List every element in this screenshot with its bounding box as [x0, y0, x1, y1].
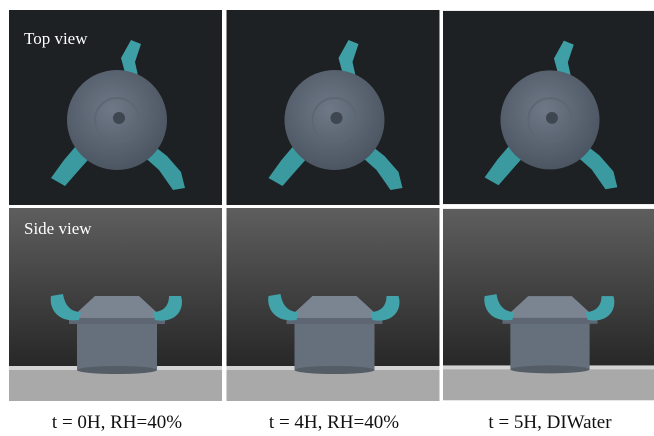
figure: Top view Side view t = 0H, RH=40% t = 4H… [0, 0, 654, 436]
photo [227, 208, 440, 401]
photo [443, 11, 654, 204]
caption: t = 5H, DIWater [488, 412, 612, 433]
page: Top view Side view t = 0H, RH=40% t = 4H… [0, 0, 654, 436]
photo [443, 209, 654, 400]
caption: t = 4H, RH=40% [269, 412, 399, 433]
caption: t = 0H, RH=40% [52, 412, 182, 433]
photo [227, 10, 440, 205]
row-label: Top view [24, 29, 88, 48]
row-label: Side view [24, 219, 92, 238]
